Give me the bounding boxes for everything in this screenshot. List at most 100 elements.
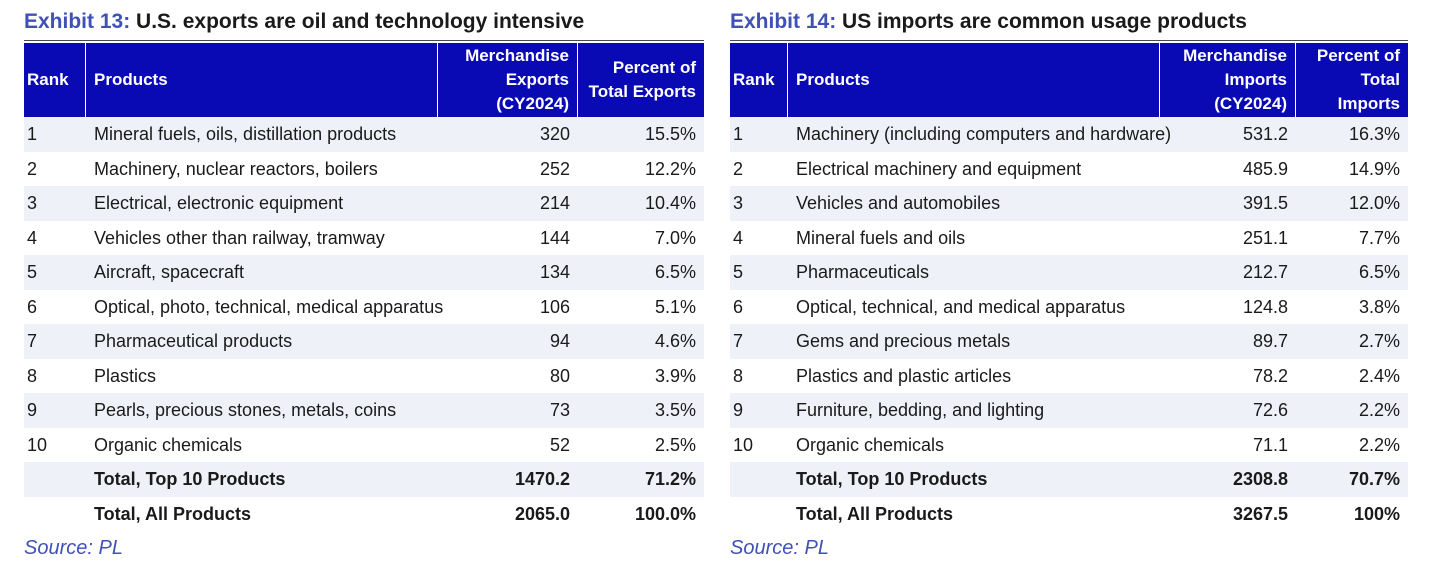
product-cell: Organic chemicals: [788, 427, 1160, 462]
rank-cell: 5: [24, 255, 86, 290]
percent-cell: 12.0%: [1296, 186, 1408, 221]
value-cell: 78.2: [1160, 358, 1296, 393]
product-cell: Total, All Products: [788, 496, 1160, 531]
rank-cell: 8: [24, 358, 86, 393]
table-row: 3 Electrical, electronic equipment 214 10.4…: [24, 186, 704, 221]
value-cell: 1470.2: [438, 462, 578, 497]
product-cell: Gems and precious metals: [788, 324, 1160, 359]
value-cell: 252: [438, 151, 578, 186]
percent-cell: 12.2%: [578, 151, 704, 186]
header-exports-value: Merchandise Exports (CY2024): [438, 43, 578, 117]
rank-cell: 7: [24, 324, 86, 359]
header-imports-percent-line3: Imports: [1337, 94, 1400, 113]
value-cell: 124.8: [1160, 289, 1296, 324]
value-cell: 134: [438, 255, 578, 290]
table-row: 7 Pharmaceutical products 94 4.6%: [24, 324, 704, 359]
table-row: 8 Plastics and plastic articles 78.2 2.4%: [730, 358, 1408, 393]
table-row: 9 Furniture, bedding, and lighting 72.6 2.2…: [730, 393, 1408, 428]
table-row: 6 Optical, photo, technical, medical appa…: [24, 289, 704, 324]
rank-cell: 1: [24, 117, 86, 152]
exhibit-13-title-rule: [24, 40, 704, 41]
percent-cell: 10.4%: [578, 186, 704, 221]
exports-table: Rank Products Merchandise Exports (CY202…: [24, 43, 704, 531]
rank-cell: 9: [730, 393, 788, 428]
percent-cell: 2.2%: [1296, 427, 1408, 462]
rank-cell: [24, 496, 86, 531]
value-cell: 320: [438, 117, 578, 152]
rank-cell: 6: [730, 289, 788, 324]
header-imports-percent-line2: Total: [1360, 70, 1400, 89]
exhibit-13-heading: U.S. exports are oil and technology inte…: [136, 10, 585, 33]
product-cell: Pearls, precious stones, metals, coins: [86, 393, 438, 428]
exhibit-14: Exhibit 14: US imports are common usage …: [730, 0, 1408, 560]
value-cell: 94: [438, 324, 578, 359]
exhibit-14-title-rule: [730, 40, 1408, 41]
value-cell: 106: [438, 289, 578, 324]
table-row: 10 Organic chemicals 71.1 2.2%: [730, 427, 1408, 462]
rank-cell: 4: [24, 220, 86, 255]
header-exports-value-line2: Exports: [505, 70, 569, 89]
rank-cell: 4: [730, 220, 788, 255]
exhibit-14-heading: US imports are common usage products: [842, 10, 1247, 33]
value-cell: 485.9: [1160, 151, 1296, 186]
imports-header-row: Rank Products Merchandise Imports (CY202…: [730, 43, 1408, 117]
total-row: Total, Top 10 Products 2308.8 70.7%: [730, 462, 1408, 497]
rank-cell: 10: [730, 427, 788, 462]
product-cell: Optical, technical, and medical apparatu…: [788, 289, 1160, 324]
rank-cell: 3: [24, 186, 86, 221]
header-exports-percent: Percent of Total Exports: [578, 43, 704, 117]
total-row: Total, All Products 3267.5 100%: [730, 496, 1408, 531]
header-rank: Rank: [24, 43, 86, 117]
header-exports-percent-line1: Percent of: [612, 58, 696, 77]
percent-cell: 70.7%: [1296, 462, 1408, 497]
percent-cell: 100.0%: [578, 496, 704, 531]
value-cell: 71.1: [1160, 427, 1296, 462]
rank-cell: 8: [730, 358, 788, 393]
product-cell: Plastics and plastic articles: [788, 358, 1160, 393]
value-cell: 391.5: [1160, 186, 1296, 221]
table-row: 4 Vehicles other than railway, tramway 144…: [24, 220, 704, 255]
rank-cell: 3: [730, 186, 788, 221]
product-cell: Vehicles other than railway, tramway: [86, 220, 438, 255]
header-products: Products: [86, 43, 438, 117]
exhibit-14-source: Source: PL: [730, 537, 829, 559]
percent-cell: 5.1%: [578, 289, 704, 324]
table-row: 5 Pharmaceuticals 212.7 6.5%: [730, 255, 1408, 290]
percent-cell: 3.5%: [578, 393, 704, 428]
table-row: 8 Plastics 80 3.9%: [24, 358, 704, 393]
percent-cell: 16.3%: [1296, 117, 1408, 152]
rank-cell: 7: [730, 324, 788, 359]
exhibit-13-label: Exhibit 13:: [24, 10, 131, 33]
value-cell: 531.2: [1160, 117, 1296, 152]
product-cell: Machinery (including computers and hardw…: [788, 117, 1171, 152]
percent-cell: 71.2%: [578, 462, 704, 497]
percent-cell: 2.2%: [1296, 393, 1408, 428]
exhibit-13: Exhibit 13: U.S. exports are oil and tec…: [24, 0, 704, 560]
exhibit-14-title: Exhibit 14: US imports are common usage …: [730, 9, 1408, 35]
exhibit-13-source: Source: PL: [24, 537, 123, 559]
table-row: 2 Electrical machinery and equipment 485.9…: [730, 151, 1408, 186]
product-cell: Electrical machinery and equipment: [788, 151, 1160, 186]
percent-cell: 2.4%: [1296, 358, 1408, 393]
value-cell: 214: [438, 186, 578, 221]
header-products: Products: [788, 43, 1160, 117]
percent-cell: 100%: [1296, 496, 1408, 531]
product-cell: Mineral fuels and oils: [788, 220, 1160, 255]
table-row: 1 Mineral fuels, oils, distillation produ…: [24, 117, 704, 152]
rank-cell: [730, 462, 788, 497]
percent-cell: 3.8%: [1296, 289, 1408, 324]
exhibit-14-label: Exhibit 14:: [730, 10, 837, 33]
value-cell: 89.7: [1160, 324, 1296, 359]
header-imports-percent-line1: Percent of: [1316, 46, 1400, 65]
product-cell: Optical, photo, technical, medical appar…: [86, 289, 443, 324]
product-cell: Pharmaceuticals: [788, 255, 1160, 290]
header-imports-value-line1: Merchandise: [1183, 46, 1287, 65]
rank-cell: 2: [730, 151, 788, 186]
table-row: 7 Gems and precious metals 89.7 2.7%: [730, 324, 1408, 359]
value-cell: 212.7: [1160, 255, 1296, 290]
product-cell: Total, Top 10 Products: [86, 462, 438, 497]
imports-table: Rank Products Merchandise Imports (CY202…: [730, 43, 1408, 531]
total-row: Total, All Products 2065.0 100.0%: [24, 496, 704, 531]
exports-table-body: 1 Mineral fuels, oils, distillation produ…: [24, 117, 704, 531]
value-cell: 144: [438, 220, 578, 255]
